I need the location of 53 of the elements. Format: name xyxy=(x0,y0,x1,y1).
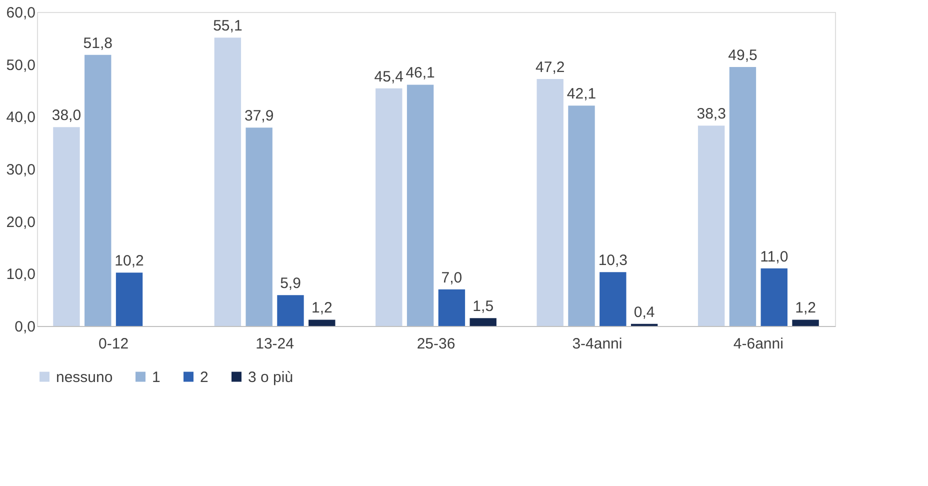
data-label: 1,2 xyxy=(795,300,816,317)
bar xyxy=(277,295,304,326)
data-label: 7,0 xyxy=(441,269,462,286)
y-tick-label: 10,0 xyxy=(6,266,36,284)
bar xyxy=(438,289,466,326)
data-label: 37,9 xyxy=(244,108,274,125)
bar xyxy=(729,66,756,326)
data-label: 1,5 xyxy=(472,298,494,316)
data-label: 11,0 xyxy=(760,248,788,266)
bar xyxy=(698,126,725,326)
data-label: 55,1 xyxy=(213,18,242,35)
y-tick-label: 30,0 xyxy=(6,162,36,178)
bar xyxy=(53,127,80,326)
legend-label: 1 xyxy=(152,368,160,386)
data-label: 45,4 xyxy=(374,68,404,86)
x-tick-label: 0-12 xyxy=(98,336,129,352)
y-tick-label: 0,0 xyxy=(14,318,36,336)
bar xyxy=(214,38,242,326)
data-label: 51,8 xyxy=(83,34,112,52)
bar xyxy=(116,272,143,326)
legend-label: 2 xyxy=(200,368,208,386)
y-tick-label: 20,0 xyxy=(6,214,36,231)
x-tick-label: 25-36 xyxy=(416,336,456,352)
data-label: 47,2 xyxy=(536,58,565,76)
data-label: 10,3 xyxy=(598,252,628,270)
bar xyxy=(308,320,336,326)
data-label: 46,1 xyxy=(406,64,435,82)
data-label: 42,1 xyxy=(566,86,596,103)
bar xyxy=(536,78,564,326)
data-label: 1,2 xyxy=(311,300,332,317)
legend-label: 3 o più xyxy=(248,368,294,386)
y-tick-label: 50,0 xyxy=(6,56,36,74)
y-tick-label: 40,0 xyxy=(6,109,36,126)
data-label: 5,9 xyxy=(280,275,301,292)
x-tick-label: 4-6anni xyxy=(733,336,784,352)
bar xyxy=(246,128,272,326)
bar xyxy=(406,84,434,326)
data-label: 38,3 xyxy=(696,106,726,123)
x-tick-label: 3-4anni xyxy=(572,336,622,352)
data-label: 10,2 xyxy=(114,252,144,270)
data-label: 49,5 xyxy=(728,46,758,64)
bar xyxy=(376,88,402,326)
x-tick-label: 13-24 xyxy=(256,336,294,352)
bar xyxy=(600,272,626,326)
bar xyxy=(84,54,112,326)
bar xyxy=(470,318,496,326)
legend-label: nessuno xyxy=(56,368,113,386)
bar xyxy=(760,268,788,326)
y-tick-label: 60,0 xyxy=(6,4,36,22)
data-label: 38,0 xyxy=(52,107,82,124)
data-label: 0,4 xyxy=(634,304,655,321)
bar xyxy=(792,320,819,326)
bar xyxy=(568,106,595,326)
